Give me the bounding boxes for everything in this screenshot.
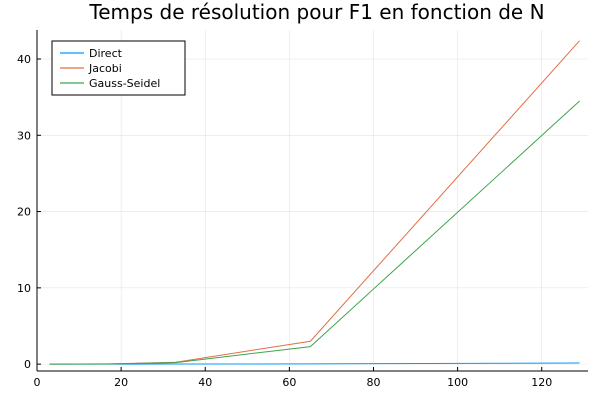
legend-label: Gauss-Seidel [89, 77, 160, 90]
x-tick-label: 80 [366, 376, 380, 389]
y-tick-label: 40 [17, 53, 31, 66]
legend-label: Direct [89, 47, 123, 60]
x-tick-label: 20 [114, 376, 128, 389]
x-tick-label: 60 [282, 376, 296, 389]
x-tick-label: 0 [34, 376, 41, 389]
y-tick-label: 10 [17, 282, 31, 295]
series-line-gauss-seidel [49, 100, 580, 365]
y-tick-label: 0 [24, 358, 31, 371]
chart-title: Temps de résolution pour F1 en fonction … [88, 0, 544, 24]
y-tick-label: 30 [17, 129, 31, 142]
x-tick-label: 120 [531, 376, 552, 389]
x-tick-label: 40 [198, 376, 212, 389]
series-lines [49, 40, 580, 365]
axes: 0 20 40 60 80 100 120 0 10 20 30 40 [17, 30, 588, 389]
legend-label: Jacobi [88, 62, 122, 75]
legend: Direct Jacobi Gauss-Seidel [51, 40, 186, 96]
x-tick-label: 100 [447, 376, 468, 389]
y-tick-label: 20 [17, 206, 31, 219]
